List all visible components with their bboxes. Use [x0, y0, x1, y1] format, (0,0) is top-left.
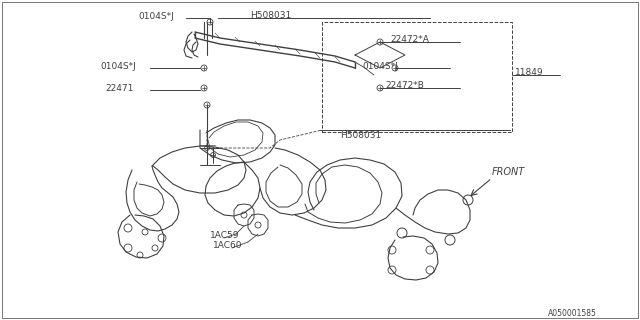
Text: 0104S*J: 0104S*J: [138, 12, 173, 20]
Text: 22471: 22471: [105, 84, 133, 92]
Text: 1AC59: 1AC59: [210, 230, 239, 239]
Text: 22472*A: 22472*A: [390, 35, 429, 44]
Text: H508031: H508031: [250, 11, 291, 20]
Text: 0104S*J: 0104S*J: [100, 61, 136, 70]
Text: FRONT: FRONT: [492, 167, 525, 177]
Text: 22472*B: 22472*B: [385, 81, 424, 90]
Text: A050001585: A050001585: [548, 308, 597, 317]
Text: 11849: 11849: [515, 68, 543, 76]
Bar: [322, 22, 512, 132]
Text: H508031: H508031: [340, 131, 381, 140]
Text: 0104S*J: 0104S*J: [362, 61, 397, 70]
Text: 1AC60: 1AC60: [213, 242, 243, 251]
